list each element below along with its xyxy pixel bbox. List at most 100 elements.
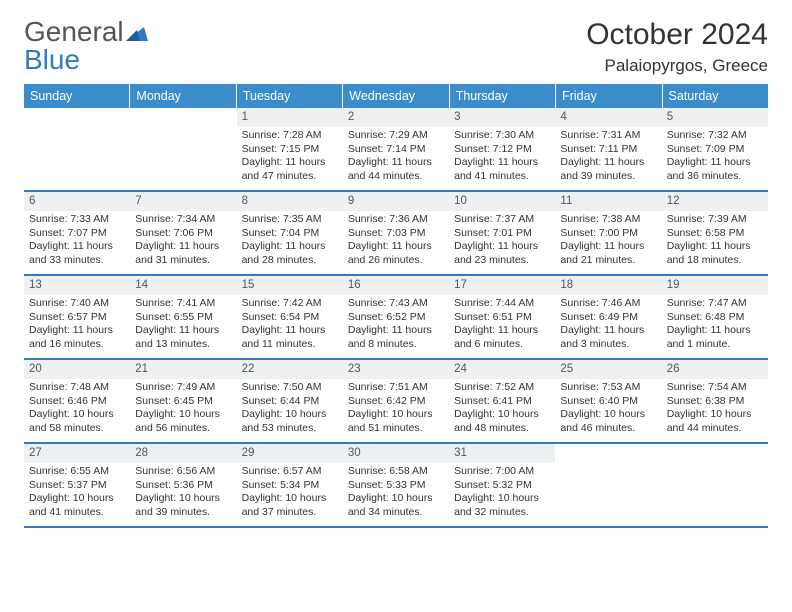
sunrise-line: Sunrise: 7:31 AM xyxy=(560,129,656,143)
day-number: 29 xyxy=(237,444,343,463)
location-label: Palaiopyrgos, Greece xyxy=(586,56,768,76)
daylight-line: Daylight: 10 hours and 56 minutes. xyxy=(135,408,231,435)
day-cell: 11Sunrise: 7:38 AMSunset: 7:00 PMDayligh… xyxy=(555,192,661,274)
day-body: Sunrise: 7:34 AMSunset: 7:06 PMDaylight:… xyxy=(130,211,236,272)
day-body: Sunrise: 7:40 AMSunset: 6:57 PMDaylight:… xyxy=(24,295,130,356)
sunrise-line: Sunrise: 7:50 AM xyxy=(242,381,338,395)
day-body: Sunrise: 7:42 AMSunset: 6:54 PMDaylight:… xyxy=(237,295,343,356)
sunrise-line: Sunrise: 7:47 AM xyxy=(667,297,763,311)
day-body: Sunrise: 7:31 AMSunset: 7:11 PMDaylight:… xyxy=(555,127,661,188)
sunrise-line: Sunrise: 7:40 AM xyxy=(29,297,125,311)
day-number: 8 xyxy=(237,192,343,211)
sunset-line: Sunset: 6:48 PM xyxy=(667,311,763,325)
daylight-line: Daylight: 10 hours and 39 minutes. xyxy=(135,492,231,519)
day-body: Sunrise: 6:58 AMSunset: 5:33 PMDaylight:… xyxy=(343,463,449,524)
daylight-line: Daylight: 11 hours and 44 minutes. xyxy=(348,156,444,183)
day-body: Sunrise: 6:55 AMSunset: 5:37 PMDaylight:… xyxy=(24,463,130,524)
day-body: Sunrise: 7:50 AMSunset: 6:44 PMDaylight:… xyxy=(237,379,343,440)
day-number: 17 xyxy=(449,276,555,295)
day-body: Sunrise: 7:49 AMSunset: 6:45 PMDaylight:… xyxy=(130,379,236,440)
calendar: SundayMondayTuesdayWednesdayThursdayFrid… xyxy=(24,84,768,528)
sunrise-line: Sunrise: 7:28 AM xyxy=(242,129,338,143)
day-number: 11 xyxy=(555,192,661,211)
sunset-line: Sunset: 6:45 PM xyxy=(135,395,231,409)
day-body: Sunrise: 7:00 AMSunset: 5:32 PMDaylight:… xyxy=(449,463,555,524)
sunset-line: Sunset: 5:37 PM xyxy=(29,479,125,493)
day-body: Sunrise: 7:33 AMSunset: 7:07 PMDaylight:… xyxy=(24,211,130,272)
daylight-line: Daylight: 10 hours and 44 minutes. xyxy=(667,408,763,435)
week-row: ..1Sunrise: 7:28 AMSunset: 7:15 PMDaylig… xyxy=(24,108,768,192)
daylight-line: Daylight: 11 hours and 33 minutes. xyxy=(29,240,125,267)
day-number: 30 xyxy=(343,444,449,463)
sunset-line: Sunset: 7:07 PM xyxy=(29,227,125,241)
day-number: 27 xyxy=(24,444,130,463)
day-header: Monday xyxy=(130,84,236,108)
day-cell: 4Sunrise: 7:31 AMSunset: 7:11 PMDaylight… xyxy=(555,108,661,190)
day-cell: 20Sunrise: 7:48 AMSunset: 6:46 PMDayligh… xyxy=(24,360,130,442)
day-cell: 8Sunrise: 7:35 AMSunset: 7:04 PMDaylight… xyxy=(237,192,343,274)
daylight-line: Daylight: 11 hours and 28 minutes. xyxy=(242,240,338,267)
daylight-line: Daylight: 11 hours and 31 minutes. xyxy=(135,240,231,267)
day-cell: 10Sunrise: 7:37 AMSunset: 7:01 PMDayligh… xyxy=(449,192,555,274)
day-body: Sunrise: 7:35 AMSunset: 7:04 PMDaylight:… xyxy=(237,211,343,272)
day-number: 25 xyxy=(555,360,661,379)
day-number: 6 xyxy=(24,192,130,211)
sunset-line: Sunset: 7:01 PM xyxy=(454,227,550,241)
sunrise-line: Sunrise: 7:36 AM xyxy=(348,213,444,227)
day-number: 12 xyxy=(662,192,768,211)
day-number: 26 xyxy=(662,360,768,379)
day-number: 14 xyxy=(130,276,236,295)
day-cell: 2Sunrise: 7:29 AMSunset: 7:14 PMDaylight… xyxy=(343,108,449,190)
day-cell: 28Sunrise: 6:56 AMSunset: 5:36 PMDayligh… xyxy=(130,444,236,526)
day-cell: 12Sunrise: 7:39 AMSunset: 6:58 PMDayligh… xyxy=(662,192,768,274)
daylight-line: Daylight: 11 hours and 8 minutes. xyxy=(348,324,444,351)
sunset-line: Sunset: 5:36 PM xyxy=(135,479,231,493)
daylight-line: Daylight: 11 hours and 1 minute. xyxy=(667,324,763,351)
week-row: 27Sunrise: 6:55 AMSunset: 5:37 PMDayligh… xyxy=(24,444,768,528)
day-header-row: SundayMondayTuesdayWednesdayThursdayFrid… xyxy=(24,84,768,108)
sunrise-line: Sunrise: 7:52 AM xyxy=(454,381,550,395)
sunrise-line: Sunrise: 7:34 AM xyxy=(135,213,231,227)
day-body: Sunrise: 7:37 AMSunset: 7:01 PMDaylight:… xyxy=(449,211,555,272)
day-body: Sunrise: 7:43 AMSunset: 6:52 PMDaylight:… xyxy=(343,295,449,356)
sunset-line: Sunset: 7:15 PM xyxy=(242,143,338,157)
day-cell: 30Sunrise: 6:58 AMSunset: 5:33 PMDayligh… xyxy=(343,444,449,526)
sunset-line: Sunset: 7:14 PM xyxy=(348,143,444,157)
day-number: 31 xyxy=(449,444,555,463)
sunrise-line: Sunrise: 7:33 AM xyxy=(29,213,125,227)
sunset-line: Sunset: 6:57 PM xyxy=(29,311,125,325)
daylight-line: Daylight: 10 hours and 48 minutes. xyxy=(454,408,550,435)
daylight-line: Daylight: 11 hours and 41 minutes. xyxy=(454,156,550,183)
sunset-line: Sunset: 6:40 PM xyxy=(560,395,656,409)
logo-text: General Blue xyxy=(24,18,148,74)
sunrise-line: Sunrise: 7:32 AM xyxy=(667,129,763,143)
daylight-line: Daylight: 11 hours and 6 minutes. xyxy=(454,324,550,351)
day-body: Sunrise: 7:52 AMSunset: 6:41 PMDaylight:… xyxy=(449,379,555,440)
day-number: 18 xyxy=(555,276,661,295)
logo-word-general: General xyxy=(24,16,124,47)
sunset-line: Sunset: 6:38 PM xyxy=(667,395,763,409)
day-header: Thursday xyxy=(450,84,556,108)
daylight-line: Daylight: 11 hours and 21 minutes. xyxy=(560,240,656,267)
day-body: Sunrise: 7:48 AMSunset: 6:46 PMDaylight:… xyxy=(24,379,130,440)
daylight-line: Daylight: 11 hours and 36 minutes. xyxy=(667,156,763,183)
daylight-line: Daylight: 11 hours and 13 minutes. xyxy=(135,324,231,351)
title-block: October 2024 Palaiopyrgos, Greece xyxy=(586,18,768,76)
day-cell: 14Sunrise: 7:41 AMSunset: 6:55 PMDayligh… xyxy=(130,276,236,358)
sunrise-line: Sunrise: 6:57 AM xyxy=(242,465,338,479)
sunset-line: Sunset: 7:04 PM xyxy=(242,227,338,241)
sunrise-line: Sunrise: 7:51 AM xyxy=(348,381,444,395)
day-body: Sunrise: 7:44 AMSunset: 6:51 PMDaylight:… xyxy=(449,295,555,356)
sunset-line: Sunset: 6:46 PM xyxy=(29,395,125,409)
daylight-line: Daylight: 10 hours and 46 minutes. xyxy=(560,408,656,435)
day-cell: 5Sunrise: 7:32 AMSunset: 7:09 PMDaylight… xyxy=(662,108,768,190)
week-row: 20Sunrise: 7:48 AMSunset: 6:46 PMDayligh… xyxy=(24,360,768,444)
sunrise-line: Sunrise: 7:38 AM xyxy=(560,213,656,227)
sunrise-line: Sunrise: 7:29 AM xyxy=(348,129,444,143)
sunset-line: Sunset: 6:49 PM xyxy=(560,311,656,325)
sunset-line: Sunset: 6:44 PM xyxy=(242,395,338,409)
daylight-line: Daylight: 11 hours and 23 minutes. xyxy=(454,240,550,267)
sunrise-line: Sunrise: 7:30 AM xyxy=(454,129,550,143)
daylight-line: Daylight: 10 hours and 51 minutes. xyxy=(348,408,444,435)
sunrise-line: Sunrise: 7:44 AM xyxy=(454,297,550,311)
